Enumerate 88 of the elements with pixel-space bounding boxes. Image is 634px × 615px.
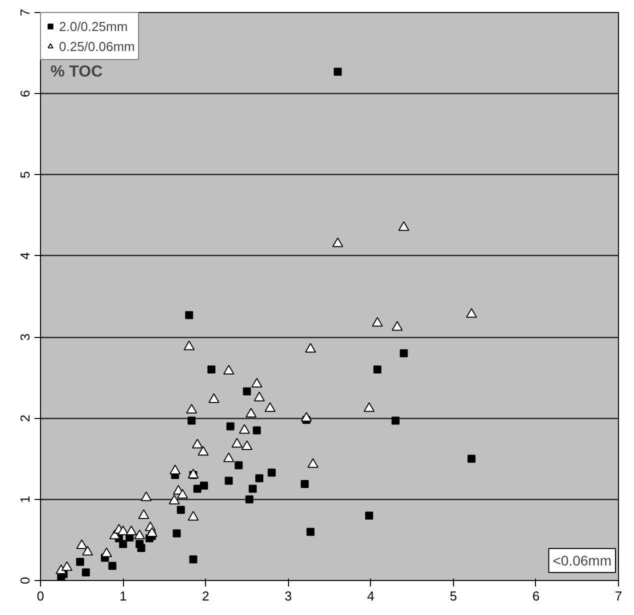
x-tick-label: 4 — [367, 588, 374, 604]
point — [119, 540, 128, 548]
point — [268, 468, 276, 477]
point — [392, 321, 403, 331]
point — [192, 438, 203, 448]
point — [176, 506, 185, 514]
legend-label: 2.0/0.25mm — [59, 18, 128, 34]
point — [193, 484, 202, 493]
point — [398, 221, 410, 231]
point — [305, 342, 316, 353]
point — [307, 458, 318, 468]
point — [372, 317, 383, 327]
point — [365, 512, 374, 520]
point — [373, 366, 382, 374]
point — [248, 484, 257, 493]
x-tick-label: 1 — [119, 588, 127, 604]
point — [264, 402, 276, 412]
x-tick-label: 3 — [284, 588, 292, 604]
annotation: % TOC — [50, 64, 104, 80]
point — [466, 308, 478, 318]
x-tick-label: 5 — [450, 588, 457, 604]
y-tick-label: 0 — [18, 576, 32, 584]
point — [61, 561, 72, 571]
point — [226, 422, 234, 430]
x-tick-label: 0 — [36, 588, 44, 604]
point — [224, 476, 233, 485]
point — [177, 489, 188, 499]
point — [223, 364, 234, 375]
point — [223, 452, 234, 462]
point — [234, 461, 243, 470]
y-tick-label: 4 — [18, 252, 32, 260]
point — [468, 454, 476, 463]
y-tick-label: 5 — [18, 171, 32, 178]
point — [134, 530, 146, 540]
point — [251, 378, 262, 388]
point — [82, 546, 94, 556]
point — [76, 558, 84, 566]
point — [184, 340, 195, 350]
point — [300, 412, 312, 422]
x-tick-label: 6 — [532, 588, 540, 604]
point — [140, 491, 152, 502]
point — [332, 237, 344, 248]
point — [118, 526, 129, 536]
point — [232, 438, 243, 448]
annotation: <0.06mm — [552, 552, 612, 568]
point — [82, 568, 90, 576]
point — [126, 526, 137, 536]
point — [208, 393, 220, 403]
point — [146, 527, 158, 537]
point — [392, 416, 400, 425]
point — [306, 528, 315, 536]
point — [207, 366, 216, 374]
point — [188, 416, 196, 425]
point — [76, 539, 88, 549]
point — [188, 468, 199, 478]
point — [242, 387, 251, 396]
point — [334, 68, 342, 76]
y-tick-label: 6 — [18, 90, 32, 98]
point — [252, 426, 261, 434]
point — [189, 555, 198, 564]
point — [200, 482, 208, 490]
point — [170, 464, 181, 474]
y-tick-label: 1 — [18, 496, 32, 503]
y-tick-label: 7 — [18, 8, 32, 16]
point — [138, 509, 150, 519]
point — [254, 392, 265, 402]
point — [400, 349, 408, 358]
point — [245, 495, 254, 504]
point — [241, 440, 252, 450]
point — [364, 402, 375, 412]
point — [188, 510, 199, 521]
y-tick-label: 3 — [18, 333, 32, 341]
y-tick-label: 2 — [18, 414, 32, 422]
point — [300, 480, 309, 488]
point — [255, 474, 264, 482]
point — [137, 544, 146, 552]
point — [246, 408, 257, 418]
x-tick-label: 7 — [614, 588, 622, 604]
point — [238, 424, 250, 434]
legend-label: 0.25/0.06mm — [59, 38, 135, 54]
x-tick-label: 2 — [202, 588, 210, 604]
point — [168, 494, 180, 504]
point — [198, 446, 209, 456]
point — [172, 529, 181, 538]
point — [108, 562, 116, 570]
point — [185, 311, 194, 320]
point — [186, 404, 198, 414]
point — [101, 547, 112, 558]
